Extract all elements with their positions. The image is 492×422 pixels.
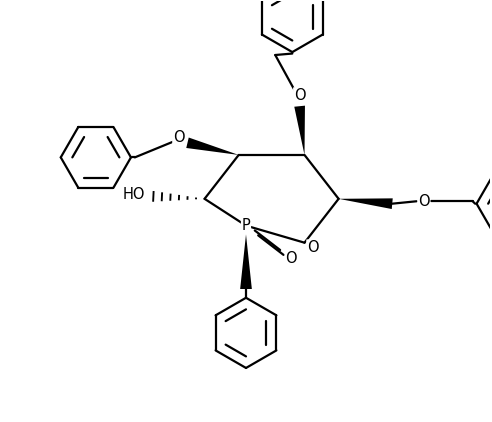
Polygon shape [338,198,393,209]
Text: O: O [173,130,184,146]
Text: O: O [285,251,297,266]
Text: P: P [242,218,250,233]
Polygon shape [294,106,305,155]
Text: O: O [307,240,319,255]
Polygon shape [240,234,252,289]
Text: O: O [418,194,430,209]
Polygon shape [186,138,239,155]
Text: HO: HO [123,187,145,202]
Text: O: O [294,88,306,103]
